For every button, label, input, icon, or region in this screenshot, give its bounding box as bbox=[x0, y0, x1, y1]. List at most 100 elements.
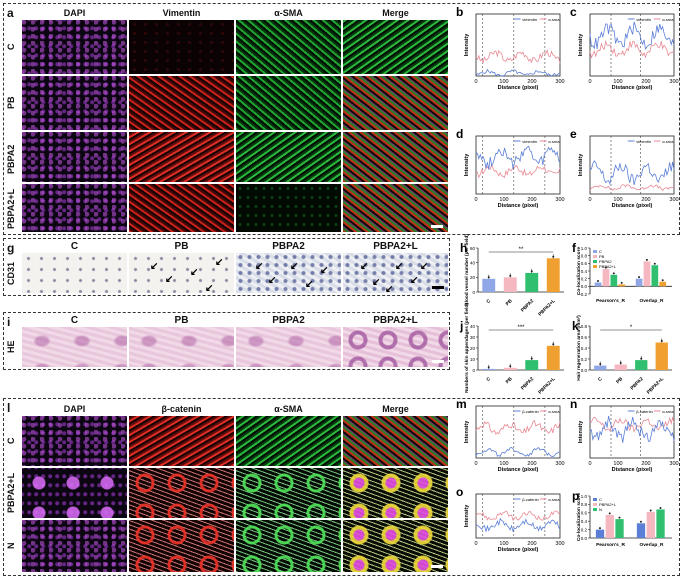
y-tick-label: 1.0 bbox=[581, 246, 588, 251]
row-cd31-g: CD31 bbox=[6, 261, 16, 285]
col-pbpa2-i: PBPA2 bbox=[272, 315, 305, 326]
col-c-i: C bbox=[70, 315, 79, 326]
col-pb-g: PB bbox=[174, 241, 189, 252]
bar bbox=[610, 274, 618, 287]
col-asma-l: α-SMA bbox=[274, 404, 303, 414]
image-tile bbox=[343, 76, 448, 130]
data-point bbox=[530, 270, 533, 273]
image-tile bbox=[22, 416, 127, 466]
bar bbox=[594, 282, 602, 287]
image-tile bbox=[236, 520, 341, 572]
y-tick-label: 20 bbox=[470, 275, 476, 280]
bar bbox=[482, 278, 496, 292]
x-tick-label: PB bbox=[615, 376, 624, 385]
x-tick-label: Pearson's_R bbox=[596, 298, 625, 304]
y-tick-label: 0.8 bbox=[581, 253, 588, 258]
arrow-marker: ↙ bbox=[255, 261, 264, 272]
image-tile bbox=[22, 20, 127, 74]
scale-bar bbox=[432, 360, 444, 363]
panel-g-frame bbox=[3, 238, 450, 296]
y-tick-label: 30 bbox=[470, 335, 476, 340]
panel-l-letter: l bbox=[7, 401, 11, 415]
data-point bbox=[619, 362, 622, 364]
bar bbox=[525, 272, 539, 292]
bar bbox=[635, 360, 648, 370]
significance-label: ** bbox=[519, 247, 524, 253]
bar bbox=[546, 345, 560, 370]
arrow-marker: ↙ bbox=[165, 274, 174, 285]
image-tile bbox=[129, 76, 234, 130]
x-tick-label: PB bbox=[505, 376, 514, 385]
image-tile bbox=[343, 253, 448, 293]
image-tile bbox=[236, 468, 341, 518]
data-point bbox=[487, 276, 490, 279]
image-tile bbox=[22, 253, 127, 293]
x-tick-label: PBPA2 bbox=[520, 298, 536, 314]
arrow-marker: ↙ bbox=[205, 283, 214, 294]
arrow-marker: ↙ bbox=[360, 261, 369, 272]
arrow-marker: ↙ bbox=[190, 267, 199, 278]
x-tick-label: C bbox=[485, 298, 492, 305]
data-point bbox=[638, 276, 641, 279]
data-point bbox=[597, 280, 600, 282]
x-tick-label: PBPA2+L bbox=[646, 376, 665, 395]
y-tick-label: 0.2 bbox=[581, 357, 588, 362]
y-axis-label: Co-localization score bbox=[576, 247, 582, 296]
image-tile bbox=[22, 132, 127, 182]
y-tick-label: 60 bbox=[470, 246, 476, 251]
y-tick-label: 40 bbox=[470, 260, 476, 265]
data-point bbox=[509, 365, 512, 368]
y-tick-label: 20 bbox=[470, 346, 476, 351]
data-point bbox=[612, 272, 615, 275]
arrow-marker: ↙ bbox=[385, 284, 394, 295]
image-tile bbox=[343, 184, 448, 232]
image-tile bbox=[129, 520, 234, 572]
y-axis-label: Numbers of skin appendages (per field) bbox=[464, 303, 470, 393]
panel-l-frame bbox=[3, 398, 680, 576]
data-point bbox=[604, 266, 607, 269]
col-c-g: C bbox=[70, 241, 79, 252]
image-tile bbox=[22, 76, 127, 130]
col-merge-a: Merge bbox=[382, 8, 409, 18]
image-tile bbox=[236, 132, 341, 182]
row-pbpa2l-a: PBPA2+L bbox=[6, 188, 16, 230]
image-tile bbox=[129, 416, 234, 466]
bar bbox=[503, 277, 517, 292]
image-tile bbox=[129, 253, 234, 293]
bar bbox=[482, 368, 496, 370]
legend-swatch bbox=[593, 255, 597, 258]
data-point bbox=[487, 366, 490, 369]
panel-i-letter: i bbox=[7, 315, 11, 329]
x-tick-label: C bbox=[485, 376, 492, 383]
image-tile bbox=[343, 327, 448, 367]
bar bbox=[655, 342, 668, 370]
row-n-l: N bbox=[6, 542, 16, 550]
x-tick-label: PBPA2+L bbox=[537, 376, 556, 395]
legend-swatch bbox=[593, 250, 597, 253]
arrow-marker: ↙ bbox=[150, 261, 159, 272]
arrow-marker: ↙ bbox=[305, 279, 314, 290]
image-tile bbox=[22, 184, 127, 232]
image-tile bbox=[129, 20, 234, 74]
row-he-i: HE bbox=[6, 340, 16, 354]
legend-label: PBPA2+L bbox=[599, 264, 617, 269]
image-tile bbox=[343, 416, 448, 466]
col-pbpa2l-g: PBPA2+L bbox=[373, 241, 418, 252]
col-dapi-a: DAPI bbox=[63, 8, 86, 18]
arrow-marker: ↙ bbox=[420, 261, 429, 272]
bar bbox=[643, 261, 651, 287]
y-axis-label: Hair regeneration area (mm²) bbox=[576, 315, 582, 381]
bar bbox=[618, 284, 626, 287]
row-pbpa2-a: PBPA2 bbox=[6, 144, 16, 174]
panel-i-frame bbox=[3, 312, 450, 370]
col-merge-l: Merge bbox=[382, 404, 409, 414]
y-tick-label: 0.0 bbox=[581, 284, 588, 289]
legend-label: PBPA2 bbox=[599, 259, 612, 264]
image-tile bbox=[236, 416, 341, 466]
data-point bbox=[509, 274, 512, 277]
arrow-marker: ↙ bbox=[410, 275, 419, 286]
arrow-marker: ↙ bbox=[290, 261, 299, 272]
panel-a-letter: a bbox=[7, 6, 14, 20]
image-tile bbox=[236, 327, 341, 367]
data-point bbox=[653, 262, 656, 265]
